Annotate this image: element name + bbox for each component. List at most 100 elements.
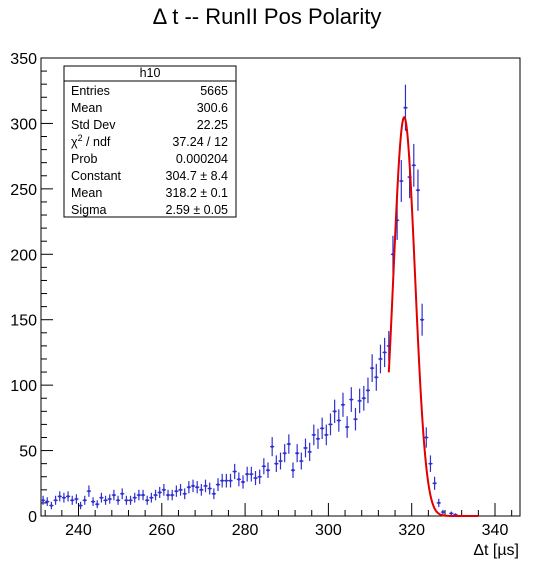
data-point — [336, 409, 341, 432]
y-tick-label: 0 — [28, 509, 37, 526]
point-marker — [420, 318, 424, 322]
stats-row: χ2 / ndf 37.24 / 12 — [71, 133, 228, 149]
point-marker — [254, 476, 257, 480]
data-point — [424, 427, 429, 448]
stats-row: Entries 5665 — [71, 84, 228, 98]
stats-row: Mean 300.6 — [71, 101, 228, 115]
data-point — [432, 476, 437, 490]
data-point — [99, 492, 104, 503]
point-marker — [350, 398, 353, 401]
point-marker — [275, 462, 278, 465]
point-marker — [345, 425, 349, 429]
stats-row-label: Entries — [71, 84, 110, 98]
data-point — [253, 471, 258, 486]
data-point — [320, 417, 325, 440]
data-point — [207, 482, 212, 495]
point-marker — [266, 468, 270, 472]
data-point — [128, 495, 133, 505]
y-tick-label: 50 — [19, 444, 37, 461]
data-point — [249, 466, 254, 482]
point-marker — [141, 493, 145, 497]
point-marker — [283, 451, 286, 455]
data-point — [132, 492, 137, 503]
point-marker — [70, 498, 74, 502]
point-marker — [112, 493, 116, 497]
stats-row: Constant 304.7 ± 8.4 — [71, 169, 228, 183]
data-point — [357, 388, 362, 414]
data-point — [345, 416, 350, 438]
data-point — [286, 434, 291, 454]
point-marker — [54, 498, 57, 502]
data-point — [415, 169, 421, 211]
data-point — [220, 473, 225, 488]
y-tick-label: 150 — [10, 313, 37, 330]
x-axis: 240 260 280 300 320 340 — [44, 503, 513, 539]
data-point — [361, 385, 366, 411]
x-tick-label: 320 — [398, 522, 425, 539]
point-marker — [354, 417, 357, 421]
data-point — [86, 485, 91, 497]
stats-row: Sigma 2.59 ± 0.05 — [71, 203, 228, 217]
gaussian-fit-curve — [387, 116, 479, 517]
point-marker — [116, 498, 120, 502]
data-point — [124, 495, 129, 505]
x-tick-label: 340 — [482, 522, 509, 539]
point-marker — [449, 512, 453, 515]
point-marker — [204, 484, 207, 488]
point-marker — [66, 495, 70, 498]
point-marker — [158, 491, 162, 494]
point-marker — [104, 498, 107, 502]
stats-row-value: 0.000204 — [176, 152, 228, 166]
point-marker — [424, 436, 428, 439]
point-marker — [100, 496, 103, 499]
point-marker — [145, 498, 149, 502]
point-marker — [383, 351, 386, 354]
data-point — [274, 455, 279, 472]
point-marker — [162, 488, 166, 492]
point-marker — [241, 480, 245, 484]
data-point — [111, 489, 116, 501]
point-marker — [312, 433, 316, 437]
data-point — [270, 437, 275, 457]
data-point — [365, 377, 371, 404]
data-point — [90, 497, 96, 506]
data-point — [53, 495, 58, 505]
data-point — [240, 475, 246, 489]
point-marker — [404, 106, 407, 110]
point-marker — [166, 493, 170, 497]
point-marker — [362, 396, 366, 400]
stats-row-value: 300.6 — [197, 101, 228, 115]
data-point — [340, 392, 346, 417]
plot-frame — [40, 57, 521, 517]
point-marker — [370, 366, 374, 370]
point-marker — [295, 451, 299, 455]
point-marker — [183, 492, 186, 496]
point-marker — [83, 498, 87, 502]
point-marker — [50, 504, 53, 507]
point-marker — [75, 497, 78, 501]
point-marker — [429, 462, 432, 465]
point-marker — [45, 500, 49, 503]
point-marker — [195, 485, 199, 489]
data-point — [436, 498, 441, 508]
data-point — [224, 473, 229, 488]
point-marker — [154, 493, 157, 497]
data-point — [165, 489, 171, 501]
data-point — [315, 428, 321, 449]
point-marker — [150, 496, 153, 499]
data-point — [190, 479, 196, 493]
point-marker — [191, 484, 195, 488]
data-point — [211, 488, 216, 500]
stats-row-label: χ2 / ndf — [71, 133, 111, 149]
data-point — [378, 344, 383, 374]
y-axis: 0 50 100 150 200 250 300 350 — [10, 51, 53, 526]
data-point — [349, 387, 354, 412]
data-point — [299, 452, 304, 470]
stats-box-name: h10 — [140, 66, 161, 80]
stats-row: Std Dev 22.25 — [71, 118, 228, 132]
data-point — [449, 511, 454, 516]
data-point — [140, 489, 146, 501]
point-marker — [441, 510, 445, 514]
data-point — [45, 497, 50, 506]
data-point — [115, 495, 121, 505]
